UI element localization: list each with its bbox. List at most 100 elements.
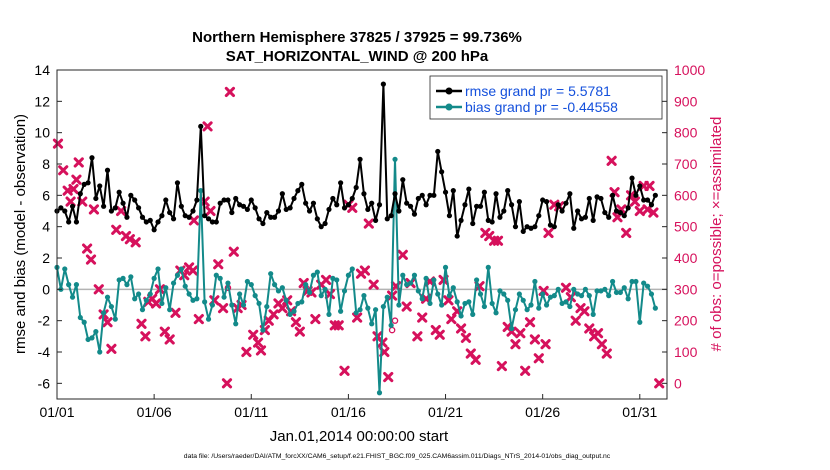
bias-point (641, 280, 647, 286)
bias-point (310, 272, 317, 278)
obs-assimilated-marker (584, 323, 595, 334)
obs-possible-marker (391, 317, 399, 324)
bias-point (69, 294, 76, 300)
obs-assimilated-marker (294, 326, 305, 337)
obs-assimilated-marker (496, 361, 507, 372)
bias-series-layer (54, 156, 658, 396)
obs-assimilated-marker (363, 218, 374, 229)
bias-point (163, 285, 169, 291)
rmse-point (69, 203, 76, 209)
obs-assimilated-marker (252, 337, 264, 348)
bias-point (229, 302, 235, 308)
rmse-point (633, 192, 639, 198)
y-right-tick-label: 900 (674, 93, 698, 109)
rmse-point (303, 200, 309, 206)
obs-assimilated-marker (592, 328, 604, 339)
rmse-point (606, 214, 612, 220)
bias-point (365, 305, 371, 311)
rmse-point (625, 205, 631, 211)
rmse-point (555, 202, 561, 208)
obs-assimilated-marker (524, 317, 536, 328)
rmse-point (536, 213, 542, 219)
obs-assimilated-marker (68, 183, 79, 195)
obs-assimilated-marker (515, 328, 526, 339)
bias-point (326, 311, 332, 317)
y-left-tick-label: 0 (42, 281, 50, 297)
rmse-point (116, 189, 122, 195)
y-right-tick-label: 100 (674, 344, 698, 360)
bias-point (563, 299, 569, 305)
y-left-tick-label: -4 (38, 344, 51, 360)
x-tick-label: 01/26 (525, 404, 560, 420)
bias-point (543, 302, 550, 308)
bias-point (279, 285, 285, 291)
obs-assimilated-marker (579, 306, 590, 317)
rmse-point (454, 233, 460, 239)
obs-assimilated-marker (543, 227, 554, 239)
bias-point (287, 311, 293, 317)
bias-point (101, 310, 107, 316)
rmse-point (648, 202, 655, 208)
bias-point (372, 307, 379, 313)
rmse-point (477, 203, 484, 209)
rmse-point (248, 197, 254, 203)
rmse-point (563, 200, 569, 206)
bias-point (466, 299, 472, 305)
rmse-point (334, 202, 340, 208)
plot-frame (56, 69, 668, 400)
rmse-point (474, 203, 480, 209)
rmse-point (582, 214, 589, 220)
rmse-point (147, 217, 153, 223)
y-right-tick-label: 1000 (674, 62, 705, 78)
bias-point (392, 156, 398, 162)
bias-point (501, 291, 507, 297)
obs-assimilated-marker (193, 314, 204, 325)
x-tick-label: 01/01 (39, 404, 74, 420)
rmse-point (178, 203, 184, 209)
bias-point (594, 288, 600, 294)
rmse-point (508, 202, 515, 208)
y-right-tick-label: 700 (674, 156, 698, 172)
rmse-point (295, 188, 301, 194)
obs-assimilated-marker (248, 329, 259, 340)
bias-point (512, 307, 519, 313)
bias-point (551, 293, 557, 299)
x-axis: 01/01 01/06 01/11 01/16 01/21 01/26 01/31 (39, 394, 658, 420)
obs-assimilated-marker (368, 279, 379, 290)
rmse-point (384, 216, 390, 222)
bias-point (633, 278, 639, 285)
rmse-point (186, 214, 192, 220)
rmse-point (641, 197, 647, 203)
rmse-point (101, 203, 107, 209)
y-axis-left-label: rmse and bias (model - observation) (12, 114, 29, 354)
y-right-tick-label: 300 (674, 281, 698, 297)
bias-point (474, 277, 480, 283)
rmse-point (602, 209, 608, 216)
obs-assimilated-marker (460, 332, 472, 343)
rmse-point (415, 195, 421, 202)
bias-point (112, 316, 118, 322)
bias-point (648, 291, 655, 297)
bias-point (621, 285, 627, 291)
bias-point (629, 278, 635, 285)
bias-point (256, 300, 262, 307)
bias-point (268, 271, 274, 277)
rmse-point (617, 209, 623, 216)
bias-point (481, 303, 487, 310)
obs-assimilated-marker (205, 205, 216, 217)
obs-assimilated-marker (52, 138, 64, 149)
rmse-point (252, 205, 258, 211)
bias-point (454, 299, 460, 305)
x-tick-label: 01/11 (234, 404, 268, 420)
bias-point (357, 307, 363, 313)
obs-assimilated-marker (221, 378, 233, 389)
right-axis: 0 100 200 300 400 500 600 700 800 900 1000 (662, 62, 705, 391)
rmse-point (135, 205, 142, 211)
x-tick-label: 01/21 (428, 404, 463, 420)
rmse-point (353, 184, 359, 191)
bias-point (582, 286, 589, 292)
bias-point (147, 291, 153, 297)
rmse-point (388, 213, 394, 219)
rmse-point (139, 214, 146, 220)
x-tick-label: 01/16 (331, 404, 366, 420)
